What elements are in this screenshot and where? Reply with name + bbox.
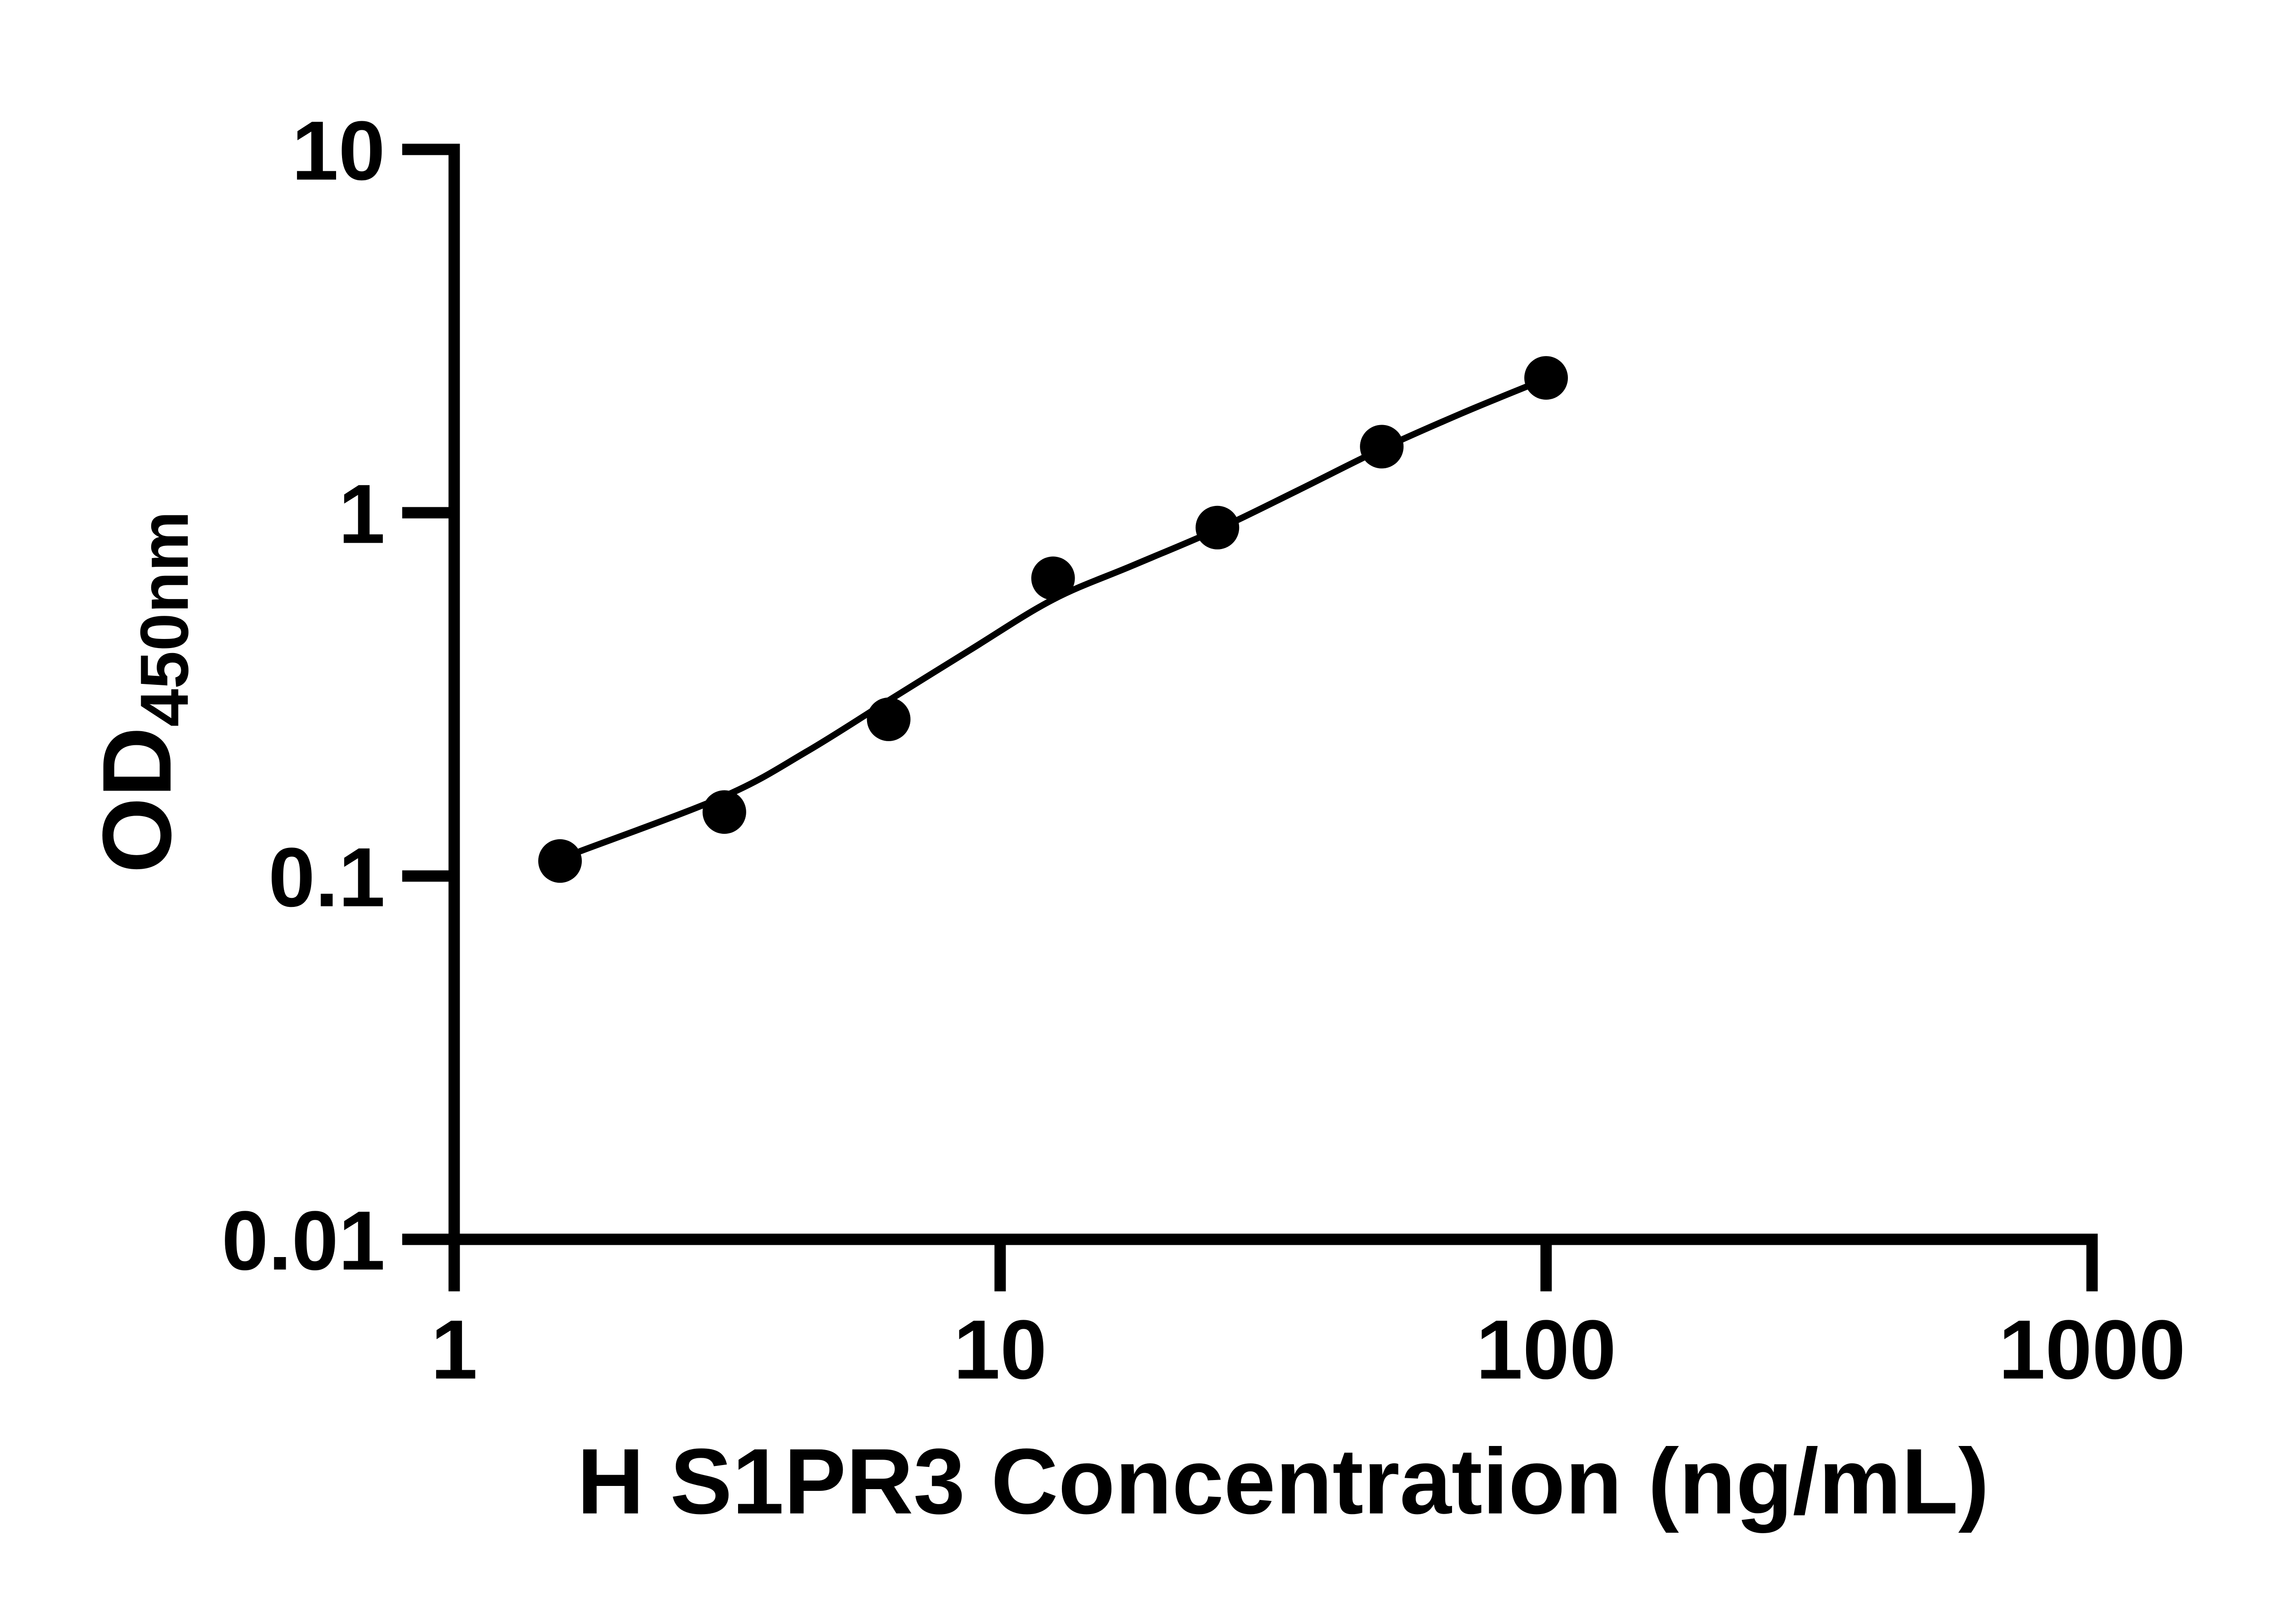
- y-tick-label: 10: [292, 104, 385, 198]
- y-axis-title: OD450nm: [82, 511, 203, 873]
- data-point: [1524, 356, 1568, 400]
- y-tick-label: 0.1: [268, 831, 385, 925]
- data-point: [1031, 556, 1075, 600]
- x-tick-label: 100: [1476, 1303, 1616, 1397]
- x-tick-label: 1000: [1998, 1303, 2186, 1397]
- data-point: [538, 839, 582, 883]
- x-tick-label: 1: [431, 1303, 478, 1397]
- y-tick-label: 0.01: [221, 1194, 385, 1288]
- x-axis-title: H S1PR3 Concentration (ng/mL): [577, 1429, 1989, 1534]
- y-axis-title-main: OD: [82, 727, 192, 873]
- data-point: [702, 790, 746, 834]
- data-point: [867, 697, 911, 741]
- x-tick-label: 10: [953, 1303, 1047, 1397]
- y-axis-title-subscript: 450nm: [126, 511, 203, 727]
- y-tick-label: 1: [338, 467, 385, 561]
- data-point: [1195, 505, 1240, 550]
- data-point: [1360, 425, 1404, 469]
